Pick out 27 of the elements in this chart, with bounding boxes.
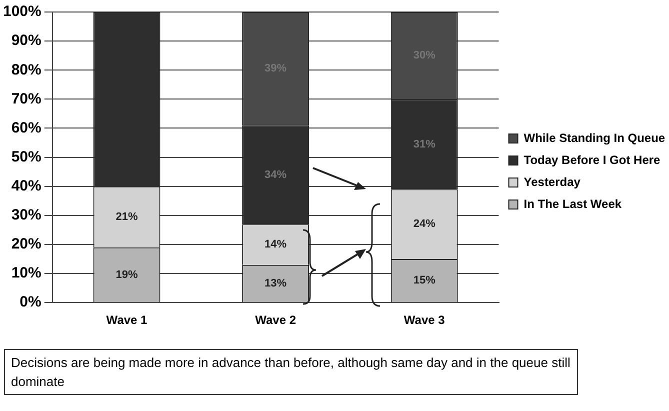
data-label: 31% <box>413 138 436 150</box>
data-label: 21% <box>116 210 138 223</box>
data-label: 34% <box>264 168 287 181</box>
legend-label: Yesterday <box>524 174 581 189</box>
x-tick-label: Wave 1 <box>106 313 148 328</box>
y-tick-label: 40% <box>11 178 42 194</box>
y-tick-label: 90% <box>11 32 42 50</box>
y-tick-label: 0% <box>20 294 42 311</box>
legend-label: Today Before I Got Here <box>524 152 661 167</box>
data-label: 24% <box>413 218 436 230</box>
data-label: 15% <box>413 274 436 287</box>
legend-label: In The Last Week <box>524 196 622 211</box>
y-tick-label: 70% <box>11 90 42 108</box>
x-tick-label: Wave 3 <box>404 313 446 328</box>
y-tick-label: 80% <box>11 61 42 78</box>
y-tick-label: 10% <box>11 264 42 282</box>
text: Decisions are being made more in advance than before, although same day and in the queue still dominate <box>4 349 578 395</box>
data-label: 19% <box>116 268 138 281</box>
x-tick-label: Wave 2 <box>255 313 296 328</box>
y-tick-label: 30% <box>11 206 42 224</box>
legend-label: While Standing In Queue <box>524 130 666 145</box>
data-label: 14% <box>264 238 287 251</box>
y-tick-label: 20% <box>11 236 42 253</box>
y-tick-label: 100% <box>2 3 42 20</box>
y-tick-label: 50% <box>11 148 42 166</box>
y-tick-label: 60% <box>11 119 42 136</box>
data-label: 13% <box>264 277 287 290</box>
